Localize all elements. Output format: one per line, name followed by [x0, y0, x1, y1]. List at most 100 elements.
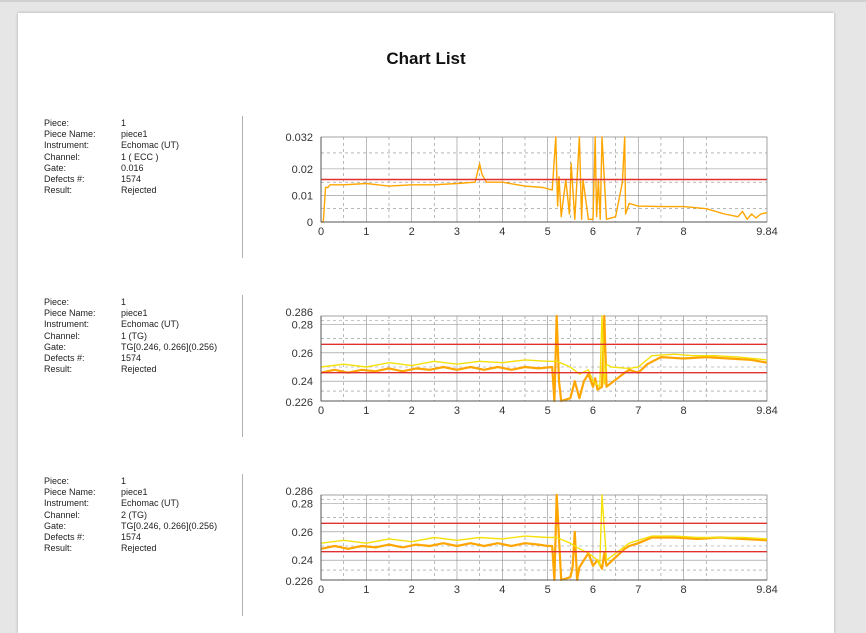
y-tick-label: 0.286 — [285, 307, 313, 319]
piece-name-label: Piece Name: — [44, 487, 96, 498]
result-value: Rejected — [121, 185, 157, 196]
gate-value: TG[0.246, 0.266](0.256) — [121, 341, 218, 352]
result-value: Rejected — [121, 364, 157, 375]
chart-1: 0 1 2 3 4 5 6 7 8 9.84 0 0.01 0.02 0.032 — [285, 132, 777, 238]
x-tick-label: 7 — [635, 405, 641, 417]
y-tick-label: 0.26 — [292, 527, 313, 539]
chart-3: 0 1 2 3 4 5 6 7 8 9.84 0.226 0.24 0.26 0.280.286 — [285, 486, 777, 596]
y-tick-label: 0 — [307, 217, 313, 229]
y-tick-label: 0.01 — [292, 190, 313, 202]
x-tick-label: 4 — [499, 405, 505, 417]
piece-name-value: piece1 — [121, 487, 148, 498]
report-page: Chart List Piece: 1 Piece Name: piece1 Ins… — [18, 13, 834, 633]
top-bar — [0, 0, 866, 2]
x-tick-label: 8 — [681, 584, 687, 596]
x-tick-label: 0 — [318, 226, 324, 238]
gate-value: TG[0.246, 0.266](0.256) — [121, 520, 218, 531]
series-line — [320, 494, 768, 567]
channel-value: 2 (TG) — [121, 509, 147, 520]
x-tick-label: 1 — [363, 405, 369, 417]
x-tick-label: 4 — [499, 584, 505, 596]
result-label: Result: — [44, 185, 73, 196]
y-tick-label: 0.28 — [292, 320, 313, 332]
instrument-label: Instrument: — [44, 140, 90, 151]
channel-value: 1 (TG) — [121, 330, 147, 341]
defects-value: 1574 — [121, 174, 142, 185]
piece-name-value: piece1 — [121, 129, 148, 140]
x-tick-label: 2 — [409, 226, 415, 238]
piece-info-3: Piece: 1 Piece Name: piece1 Instrument: Ech… — [44, 476, 217, 554]
section-divider-2 — [242, 295, 243, 437]
piece-label: Piece: — [44, 476, 70, 486]
y-tick-label: 0.226 — [285, 576, 313, 588]
gate-value: 0.016 — [121, 162, 144, 173]
y-tick-label: 0.28 — [292, 499, 313, 511]
x-tick-label: 0 — [318, 405, 324, 417]
x-tick-label: 9.84 — [756, 584, 777, 596]
x-tick-label: 7 — [635, 226, 641, 238]
defects-value: 1574 — [121, 532, 142, 543]
instrument-value: Echomac (UT) — [121, 140, 180, 151]
y-tick-label: 0.24 — [292, 376, 313, 388]
result-label: Result: — [44, 543, 73, 554]
x-tick-label: 3 — [454, 584, 460, 596]
x-tick-label: 0 — [318, 584, 324, 596]
section-divider-1 — [242, 116, 243, 258]
piece-name-value: piece1 — [121, 308, 148, 319]
y-tick-label: 0.26 — [292, 348, 313, 360]
x-tick-label: 6 — [590, 584, 596, 596]
x-tick-label: 6 — [590, 226, 596, 238]
series-line — [321, 136, 768, 223]
gate-label: Gate: — [44, 520, 67, 531]
piece-name-label: Piece Name: — [44, 308, 96, 319]
channel-value: 1 ( ECC ) — [121, 151, 159, 162]
instrument-label: Instrument: — [44, 498, 90, 509]
channel-label: Channel: — [44, 330, 81, 341]
piece-info-1: Piece: 1 Piece Name: piece1 Instrument: Ech… — [44, 118, 179, 196]
piece-label: Piece: — [44, 118, 70, 128]
x-tick-label: 5 — [545, 405, 551, 417]
y-tick-label: 0.24 — [292, 555, 313, 567]
x-tick-label: 1 — [363, 226, 369, 238]
y-tick-label: 0.032 — [285, 132, 313, 144]
x-tick-label: 1 — [363, 584, 369, 596]
x-tick-label: 9.84 — [756, 405, 777, 417]
series-line — [320, 314, 768, 403]
x-tick-label: 2 — [409, 584, 415, 596]
x-tick-label: 8 — [681, 226, 687, 238]
defects-value: 1574 — [121, 353, 142, 364]
page-title: Chart List — [386, 49, 466, 68]
x-tick-label: 5 — [545, 226, 551, 238]
gate-label: Gate: — [44, 162, 67, 173]
x-tick-label: 6 — [590, 405, 596, 417]
defects-label: Defects #: — [44, 174, 85, 185]
x-tick-label: 4 — [499, 226, 505, 238]
y-tick-label: 0.286 — [285, 486, 313, 498]
piece-value: 1 — [121, 476, 127, 486]
instrument-value: Echomac (UT) — [121, 319, 180, 330]
piece-info-2: Piece: 1 Piece Name: piece1 Instrument: Ech… — [44, 297, 217, 375]
channel-label: Channel: — [44, 509, 81, 520]
piece-value: 1 — [121, 118, 127, 128]
x-tick-label: 9.84 — [756, 226, 777, 238]
instrument-label: Instrument: — [44, 319, 90, 330]
x-tick-label: 8 — [681, 405, 687, 417]
y-tick-label: 0.226 — [285, 397, 313, 409]
y-tick-label: 0.02 — [292, 164, 313, 176]
piece-name-label: Piece Name: — [44, 129, 96, 140]
piece-value: 1 — [121, 297, 127, 307]
result-label: Result: — [44, 364, 73, 375]
x-tick-label: 7 — [635, 584, 641, 596]
x-tick-label: 5 — [545, 584, 551, 596]
series-line — [320, 315, 768, 388]
section-divider-3 — [242, 474, 243, 616]
piece-label: Piece: — [44, 297, 70, 307]
x-tick-label: 2 — [409, 405, 415, 417]
defects-label: Defects #: — [44, 353, 85, 364]
result-value: Rejected — [121, 543, 157, 554]
x-tick-label: 3 — [454, 226, 460, 238]
instrument-value: Echomac (UT) — [121, 498, 180, 509]
gate-label: Gate: — [44, 341, 67, 352]
defects-label: Defects #: — [44, 532, 85, 543]
channel-label: Channel: — [44, 151, 81, 162]
